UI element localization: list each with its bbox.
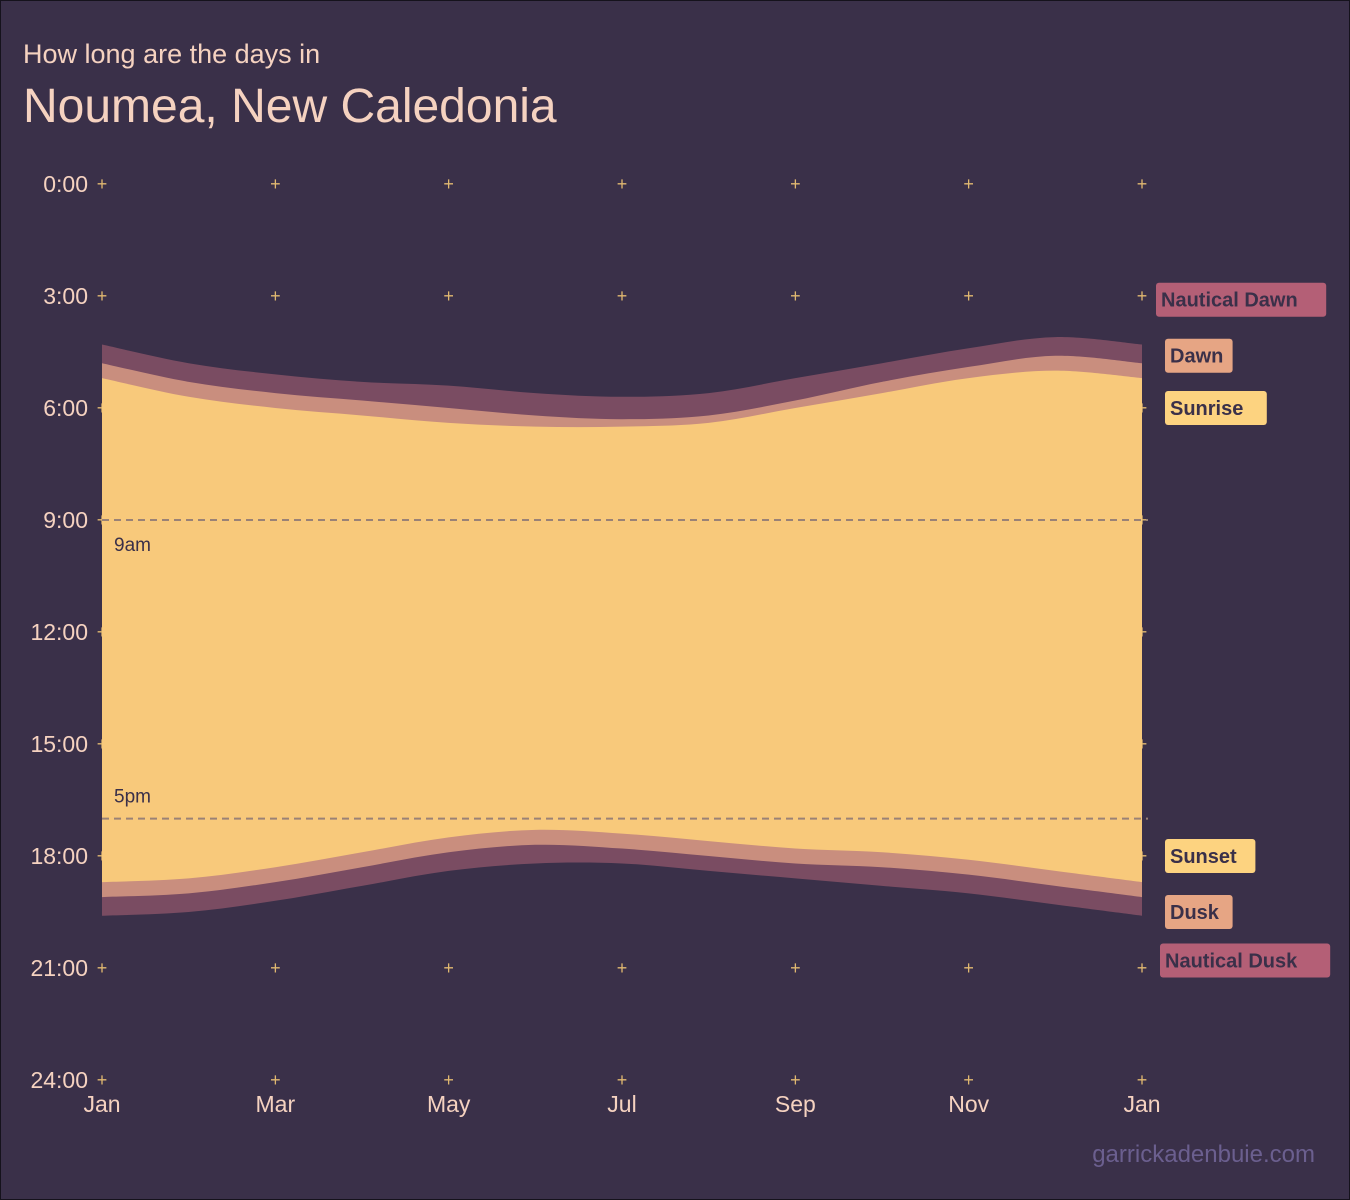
reference-label-5pm: 5pm: [114, 787, 151, 808]
grid-plus-marker: +: [97, 1070, 108, 1090]
series-label-text: Sunrise: [1170, 398, 1243, 420]
series-label-text: Dawn: [1170, 346, 1223, 368]
grid-plus-marker: +: [270, 286, 281, 306]
grid-plus-marker: +: [790, 1070, 801, 1090]
grid-plus-marker: +: [617, 286, 628, 306]
credit-text: garrickadenbuie.com: [1092, 1141, 1315, 1168]
grid-plus-marker: +: [963, 286, 974, 306]
series-label-text: Dusk: [1170, 902, 1220, 924]
x-tick-label: May: [427, 1091, 471, 1117]
series-label-tag: Sunrise: [1165, 391, 1267, 425]
series-label-background: [1165, 338, 1233, 373]
grid-plus-marker: +: [790, 286, 801, 306]
series-label-text: Sunset: [1170, 846, 1237, 868]
grid-plus-marker: +: [1137, 174, 1148, 194]
grid-plus-marker: +: [270, 1070, 281, 1090]
x-tick-label: Sep: [775, 1091, 816, 1117]
grid-plus-marker: +: [963, 174, 974, 194]
chart-title: Noumea, New Caledonia: [23, 80, 557, 133]
x-tick-label: Nov: [948, 1091, 989, 1117]
series-label-background: [1165, 391, 1267, 425]
grid-plus-marker: +: [1137, 958, 1148, 978]
grid-plus-marker: +: [443, 1070, 454, 1090]
series-label-tag: Dawn: [1165, 338, 1233, 373]
series-label-tag: Nautical Dusk: [1160, 943, 1331, 978]
y-tick-label: 6:00: [43, 395, 88, 421]
grid-plus-marker: +: [617, 1070, 628, 1090]
grid-plus-marker: +: [617, 174, 628, 194]
series-label-background: [1165, 895, 1233, 929]
grid-plus-marker: +: [790, 174, 801, 194]
band-daylight: [102, 370, 1142, 883]
grid-plus-marker: +: [270, 958, 281, 978]
grid-plus-marker: +: [443, 174, 454, 194]
grid-plus-marker: +: [1137, 286, 1148, 306]
grid-plus-marker: +: [97, 286, 108, 306]
y-tick-label: 0:00: [43, 171, 88, 197]
x-tick-label: Jan: [1123, 1091, 1160, 1117]
series-label-tag: Dusk: [1165, 895, 1233, 929]
reference-label-9am: 9am: [114, 535, 151, 556]
y-tick-label: 3:00: [43, 283, 88, 309]
y-tick-label: 21:00: [30, 955, 88, 981]
series-label-text: Nautical Dawn: [1161, 290, 1298, 312]
y-tick-label: 15:00: [30, 731, 88, 757]
y-tick-label: 24:00: [30, 1067, 88, 1093]
grid-plus-marker: +: [443, 958, 454, 978]
y-tick-label: 9:00: [43, 507, 88, 533]
chart-subtitle: How long are the days in: [23, 39, 321, 69]
series-label-background: [1156, 282, 1327, 317]
y-tick-label: 12:00: [30, 619, 88, 645]
grid-plus-marker: +: [963, 958, 974, 978]
series-label-tag: Nautical Dawn: [1156, 282, 1327, 317]
x-tick-label: Jul: [607, 1091, 636, 1117]
grid-plus-marker: +: [97, 174, 108, 194]
x-tick-label: Mar: [256, 1091, 296, 1117]
grid-plus-marker: +: [790, 958, 801, 978]
series-label-background: [1165, 839, 1256, 873]
grid-plus-marker: +: [97, 958, 108, 978]
y-tick-label: 18:00: [30, 843, 88, 869]
daylight-bands: [102, 337, 1142, 916]
x-tick-label: Jan: [83, 1091, 120, 1117]
series-label-tag: Sunset: [1165, 839, 1256, 873]
grid-plus-marker: +: [1137, 1070, 1148, 1090]
grid-plus-marker: +: [963, 1070, 974, 1090]
grid-plus-marker: +: [443, 286, 454, 306]
series-label-background: [1160, 943, 1331, 978]
grid-plus-marker: +: [617, 958, 628, 978]
grid-plus-marker: +: [270, 174, 281, 194]
series-label-text: Nautical Dusk: [1165, 951, 1298, 973]
